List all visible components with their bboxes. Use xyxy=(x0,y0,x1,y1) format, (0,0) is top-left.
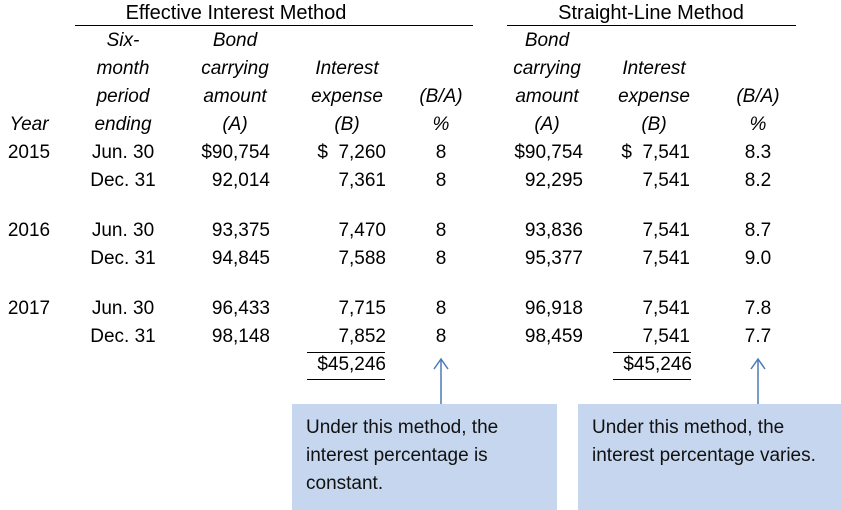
cell-period: Dec. 31 xyxy=(90,248,156,269)
header-line: (A) xyxy=(222,114,248,135)
header-line: % xyxy=(432,114,450,135)
cell-eff-expense: 7,588 xyxy=(338,248,386,269)
cell-eff-amount: 96,433 xyxy=(211,298,270,319)
sl-total: $45,246 xyxy=(623,354,692,375)
straight-note-box: Under this method, the interest percenta… xyxy=(578,404,841,510)
cell-period: Dec. 31 xyxy=(90,170,156,191)
header-line: Interest xyxy=(315,58,379,79)
cell-eff-amount: 93,375 xyxy=(211,220,270,241)
cell-eff-expense: 7,361 xyxy=(338,170,386,191)
cell-eff-amount: 92,014 xyxy=(211,170,270,191)
header-line: carrying xyxy=(201,58,269,79)
cell-eff-ratio: 8 xyxy=(435,326,447,347)
sl-total-double-rule xyxy=(613,379,691,380)
eff-total-double-rule xyxy=(307,379,385,380)
header-line: % xyxy=(749,114,767,135)
header-line: (B/A) xyxy=(736,86,780,107)
cell-eff-expense: 7,470 xyxy=(338,220,386,241)
effective-note-box: Under this method, the interest percenta… xyxy=(292,404,557,510)
cell-eff-ratio: 8 xyxy=(435,170,447,191)
cell-sl-ratio: 9.0 xyxy=(744,248,772,269)
header-line: (B) xyxy=(334,114,360,135)
cell-sl-ratio: 7.8 xyxy=(744,298,772,319)
eff-total-rule xyxy=(307,352,385,353)
cell-sl-amount: 98,459 xyxy=(524,326,583,347)
cell-year: 2015 xyxy=(7,142,51,163)
header-line: amount xyxy=(203,86,267,107)
cell-period: Jun. 30 xyxy=(91,142,155,163)
header-line: Interest xyxy=(622,58,686,79)
cell-sl-expense: 7,541 xyxy=(642,248,690,269)
cell-sl-amount: $90,754 xyxy=(514,142,583,163)
cell-eff-amount: 94,845 xyxy=(211,248,270,269)
effective-title-rule xyxy=(75,25,473,26)
cell-sl-amount: 92,295 xyxy=(524,170,583,191)
header-line: (B/A) xyxy=(419,86,463,107)
cell-sl-expense: 7,541 xyxy=(642,170,690,191)
cell-sl-amount: 95,377 xyxy=(524,248,583,269)
header-line: ending xyxy=(94,114,152,135)
cell-eff-ratio: 8 xyxy=(435,220,447,241)
header-year-label: Year xyxy=(9,114,49,135)
up-arrow-icon xyxy=(750,357,766,404)
header-line: period xyxy=(96,86,150,107)
header-line: Bond xyxy=(524,30,570,51)
header-line: expense xyxy=(618,86,690,107)
header-line: Six- xyxy=(106,30,140,51)
straight-title-rule xyxy=(507,25,796,26)
cell-sl-ratio: 8.7 xyxy=(744,220,772,241)
cell-sl-amount: 93,836 xyxy=(524,220,583,241)
cell-sl-expense: 7,541 xyxy=(642,298,690,319)
cell-period: Jun. 30 xyxy=(91,298,155,319)
cell-eff-expense: $ 7,260 xyxy=(317,142,386,163)
cell-eff-amount: 98,148 xyxy=(211,326,270,347)
header-line: (B) xyxy=(641,114,667,135)
header-line: Bond xyxy=(212,30,258,51)
header-line: (A) xyxy=(534,114,560,135)
header-line: month xyxy=(96,58,150,79)
cell-sl-ratio: 8.3 xyxy=(744,142,772,163)
straight-line-method-title: Straight-Line Method xyxy=(558,2,744,24)
cell-year: 2016 xyxy=(7,220,51,241)
cell-period: Jun. 30 xyxy=(91,220,155,241)
header-line: carrying xyxy=(513,58,581,79)
cell-period: Dec. 31 xyxy=(90,326,156,347)
cell-sl-ratio: 7.7 xyxy=(744,326,772,347)
cell-sl-expense: $ 7,541 xyxy=(621,142,690,163)
cell-sl-amount: 96,918 xyxy=(524,298,583,319)
cell-sl-expense: 7,541 xyxy=(642,326,690,347)
cell-year: 2017 xyxy=(7,298,51,319)
cell-eff-amount: $90,754 xyxy=(201,142,270,163)
eff-total: $45,246 xyxy=(317,354,386,375)
cell-eff-expense: 7,715 xyxy=(338,298,386,319)
sl-total-rule xyxy=(613,352,691,353)
effective-method-title: Effective Interest Method xyxy=(125,2,347,24)
cell-eff-ratio: 8 xyxy=(435,248,447,269)
header-line: expense xyxy=(311,86,383,107)
cell-sl-ratio: 8.2 xyxy=(744,170,772,191)
cell-eff-expense: 7,852 xyxy=(338,326,386,347)
cell-sl-expense: 7,541 xyxy=(642,220,690,241)
cell-eff-ratio: 8 xyxy=(435,142,447,163)
cell-eff-ratio: 8 xyxy=(435,298,447,319)
effective-note-text: Under this method, the interest percenta… xyxy=(306,417,499,494)
straight-note-text: Under this method, the interest percenta… xyxy=(592,417,816,466)
header-line: amount xyxy=(515,86,579,107)
up-arrow-icon xyxy=(433,357,449,404)
